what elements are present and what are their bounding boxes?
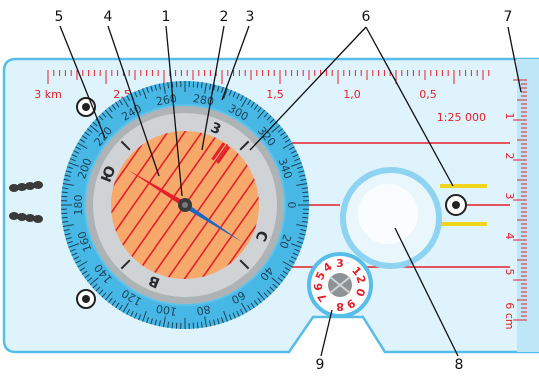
callout-6: 6 [362,9,371,25]
bezel-tick [302,192,308,193]
side-ruler-label: 1 [503,113,516,120]
callout-3: 3 [246,9,255,25]
screw-hole [77,290,95,308]
top-ruler-label: 1,0 [343,88,361,101]
bezel-tick [62,217,68,218]
side-ruler-label: 2 [503,153,516,160]
bezel-tick [197,82,198,88]
callout-2: 2 [220,9,229,25]
callout-8: 8 [455,357,464,371]
dial-digit: 3 [336,257,344,270]
callout-5: 5 [55,9,64,25]
dial-digit: 6 [312,282,326,291]
bezel-degree-label: 180 [72,195,85,216]
side-ruler-label: 4 [503,233,516,240]
bezel-degree-label: 0 [285,202,298,209]
callout-7: 7 [504,9,513,25]
side-ruler-label: 6 cm [503,302,516,329]
callout-9: 9 [316,357,325,371]
top-ruler-label: 3 km [34,88,62,101]
bezel-degree-label: 80 [195,302,211,317]
top-ruler-label: 0,5 [419,88,437,101]
bezel-tick [302,217,308,218]
baseplate-right-edge [517,59,539,352]
callout-1: 1 [162,9,171,25]
bezel-tick [62,192,68,193]
callout-4: 4 [104,9,113,25]
scale-label: 1:25 000 [437,111,486,124]
dial-digit: 8 [336,300,344,313]
top-ruler-label: 1,5 [266,88,284,101]
side-ruler-label: 3 [503,193,516,200]
bezel-tick [197,322,198,328]
bezel-tick [172,322,173,328]
side-ruler-label: 5 [503,269,516,276]
magnifier-lens [340,167,442,269]
